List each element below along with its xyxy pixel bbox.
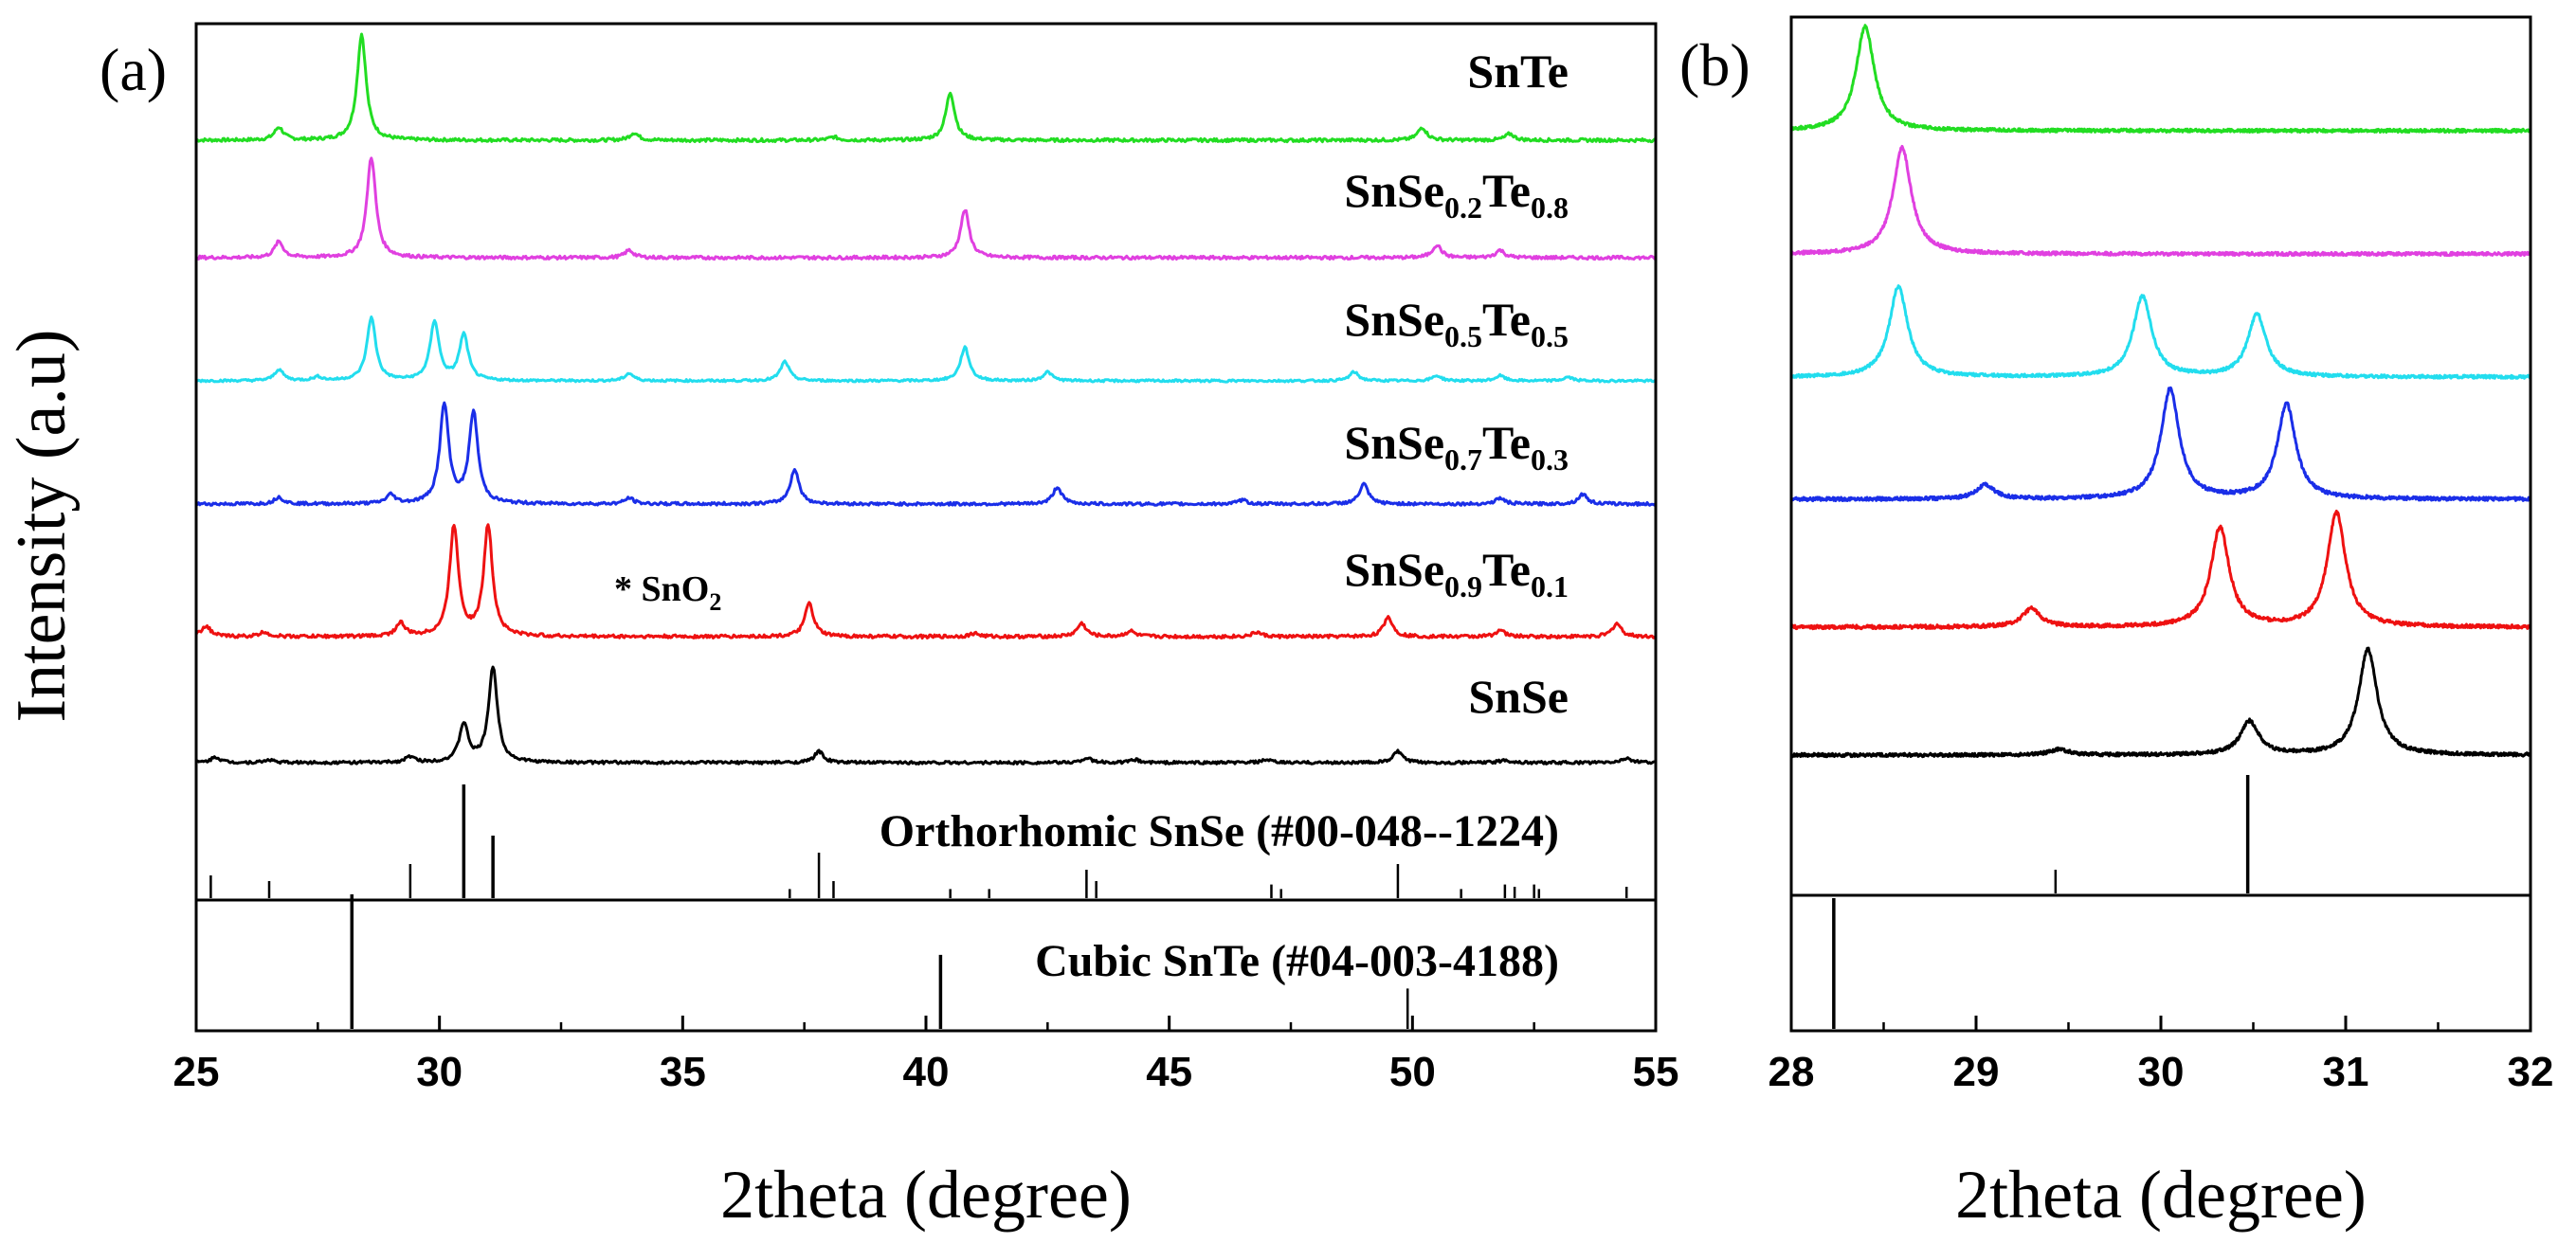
xtick-label-32: 32 (2508, 1049, 2554, 1095)
series-line-snse0-7te0-3 (195, 401, 1658, 507)
panel-a-ylabel: Intensity (a.u) (3, 329, 81, 722)
panel-b-label: (b) (1679, 31, 1751, 99)
xtick-label-45: 45 (1146, 1049, 1192, 1095)
series-line-snse0-2te0-8 (194, 156, 1658, 261)
label-snse: SnSe (1468, 670, 1569, 723)
xtick-label-35: 35 (660, 1049, 706, 1095)
series-line-snse0-2te0-8 (1789, 144, 2532, 258)
series-line-snse0-5te0-5 (1789, 284, 2532, 380)
xtick-label-30: 30 (2138, 1049, 2185, 1095)
series-line-snse0-9te0-1 (1789, 509, 2532, 631)
label-snse09te01: SnSe0.9Te0.1 (1344, 543, 1569, 603)
series-line-snse0-7te0-3 (1789, 386, 2532, 503)
ref-label-cubic: Cubic SnTe (#04-003-4188) (1035, 936, 1559, 986)
panel-a-label: (a) (100, 36, 167, 103)
panel-a: 25 30 35 40 45 50 55 (a) Intensity (a.u) 2thet… (3, 22, 1679, 1233)
xtick-label-28: 28 (1769, 1049, 1815, 1095)
series-line-snse (1790, 646, 2531, 759)
label-snse07te03: SnSe0.7Te0.3 (1344, 416, 1569, 477)
label-snte: SnTe (1467, 45, 1569, 98)
xtick-label-30: 30 (416, 1049, 463, 1095)
annotation-sno2: * SnO2 (614, 569, 721, 616)
ref-label-orthorhombic: Orthorhomic SnSe (#00-048--1224) (880, 806, 1559, 856)
xtick-label-31: 31 (2323, 1049, 2369, 1095)
xtick-label-55: 55 (1633, 1049, 1679, 1095)
series-line-snse (194, 665, 1657, 766)
label-snse05te05: SnSe0.5Te0.5 (1344, 293, 1569, 353)
label-snse02te08: SnSe0.2Te0.8 (1344, 164, 1569, 225)
series-line-snse0-9te0-1 (194, 523, 1658, 640)
xtick-label-25: 25 (173, 1049, 220, 1095)
series-line-snse0-5te0-5 (195, 315, 1657, 384)
panel-b: 28 29 30 31 32 (b) 2theta (degree) (1679, 15, 2554, 1233)
panel-b-xlabel: 2theta (degree) (1955, 1157, 2367, 1233)
panel-a-xlabel: 2theta (degree) (720, 1157, 1132, 1233)
series-line-snte (1789, 24, 2532, 135)
series-line-snte (195, 32, 1657, 144)
xtick-label-29: 29 (1953, 1049, 2000, 1095)
xtick-label-50: 50 (1389, 1049, 1436, 1095)
xtick-label-40: 40 (903, 1049, 950, 1095)
